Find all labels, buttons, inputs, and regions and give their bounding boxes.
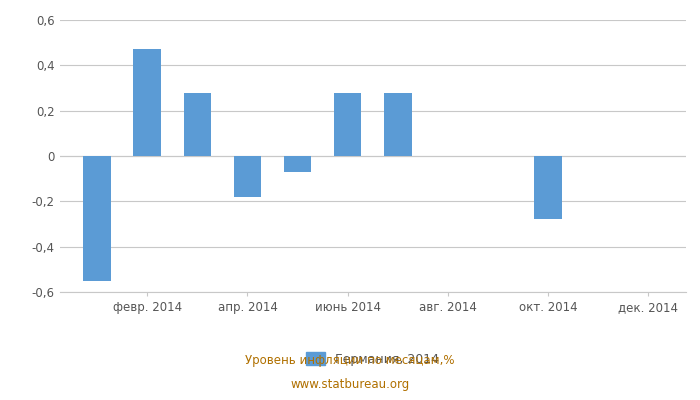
Bar	[384, 92, 412, 156]
Bar	[183, 92, 211, 156]
Legend: Германия, 2014: Германия, 2014	[302, 347, 444, 371]
Text: www.statbureau.org: www.statbureau.org	[290, 378, 410, 391]
Bar	[534, 156, 562, 220]
Bar	[83, 156, 111, 281]
Bar	[134, 50, 161, 156]
Text: Уровень инфляции по месяцам,%: Уровень инфляции по месяцам,%	[245, 354, 455, 367]
Bar	[334, 92, 361, 156]
Bar	[234, 156, 261, 197]
Bar	[284, 156, 312, 172]
